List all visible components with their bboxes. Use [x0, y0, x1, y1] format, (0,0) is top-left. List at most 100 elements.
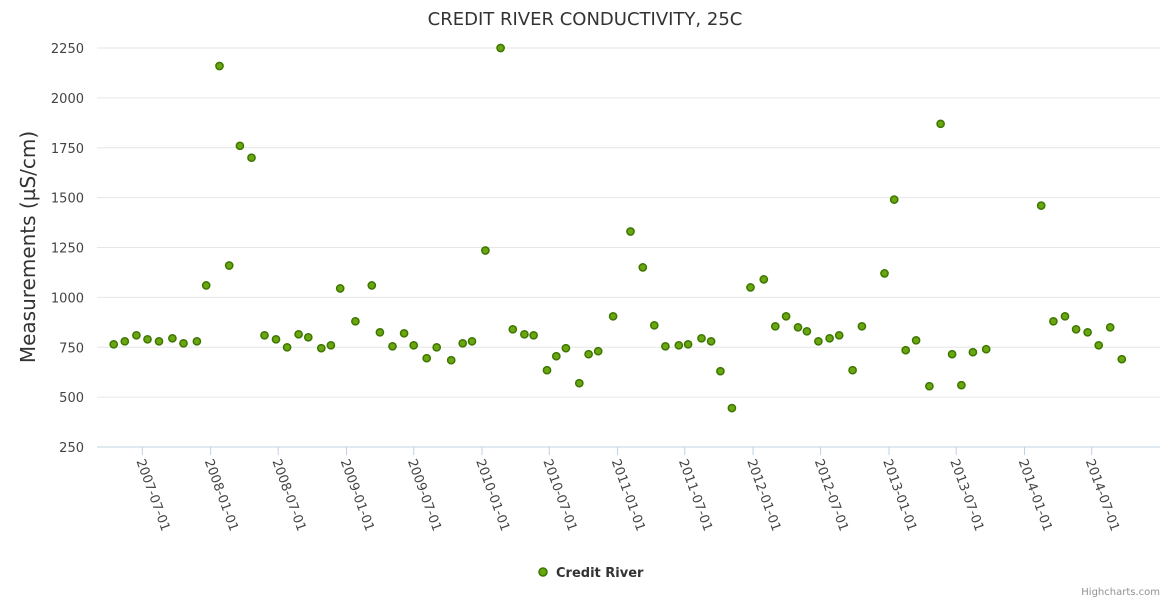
- data-point[interactable]: [968, 347, 978, 357]
- data-point[interactable]: [759, 275, 769, 284]
- legend[interactable]: Credit River: [538, 566, 644, 581]
- data-point[interactable]: [889, 195, 899, 204]
- series-credit-river[interactable]: [109, 43, 1127, 413]
- data-point[interactable]: [542, 365, 552, 375]
- legend-item-credit-river[interactable]: Credit River: [556, 566, 644, 581]
- data-point[interactable]: [716, 366, 725, 376]
- data-point[interactable]: [1094, 340, 1104, 350]
- data-point[interactable]: [981, 344, 991, 354]
- y-tick-label: 2000: [51, 92, 84, 107]
- y-tick-label: 2250: [51, 42, 84, 57]
- y-tick-label: 1500: [51, 192, 84, 207]
- data-point[interactable]: [746, 283, 755, 292]
- data-point[interactable]: [649, 320, 659, 330]
- grid-layer: [97, 47, 1160, 398]
- data-point[interactable]: [770, 321, 780, 331]
- data-point[interactable]: [1036, 201, 1046, 210]
- data-point[interactable]: [446, 355, 456, 365]
- data-point[interactable]: [179, 338, 188, 348]
- legend-marker[interactable]: [538, 567, 548, 577]
- data-point[interactable]: [1117, 354, 1127, 364]
- data-point[interactable]: [802, 326, 812, 336]
- data-point[interactable]: [215, 61, 224, 71]
- data-point[interactable]: [584, 349, 593, 359]
- data-point[interactable]: [925, 381, 934, 391]
- y-tick-label: 1000: [51, 291, 84, 306]
- data-point[interactable]: [911, 335, 921, 345]
- data-point[interactable]: [271, 334, 281, 344]
- data-point[interactable]: [593, 346, 603, 356]
- data-point[interactable]: [143, 334, 152, 344]
- data-point[interactable]: [201, 281, 211, 290]
- data-point[interactable]: [1071, 324, 1081, 334]
- data-point[interactable]: [574, 378, 584, 388]
- data-point[interactable]: [467, 336, 477, 346]
- data-point[interactable]: [192, 336, 202, 346]
- data-point[interactable]: [520, 329, 529, 339]
- data-point[interactable]: [561, 343, 571, 353]
- data-point[interactable]: [1049, 316, 1058, 326]
- data-point[interactable]: [834, 330, 844, 340]
- data-point[interactable]: [880, 269, 889, 278]
- data-point[interactable]: [901, 345, 911, 355]
- data-point[interactable]: [781, 311, 791, 321]
- data-point[interactable]: [697, 333, 706, 343]
- data-point[interactable]: [282, 342, 292, 352]
- data-point[interactable]: [399, 328, 409, 338]
- data-point[interactable]: [409, 340, 419, 350]
- data-point[interactable]: [706, 336, 716, 346]
- data-point[interactable]: [957, 380, 966, 390]
- data-point[interactable]: [367, 281, 377, 290]
- data-point[interactable]: [422, 353, 432, 363]
- data-point[interactable]: [793, 322, 803, 332]
- data-point[interactable]: [303, 332, 313, 342]
- data-point[interactable]: [508, 324, 518, 334]
- data-point[interactable]: [132, 330, 141, 340]
- data-point[interactable]: [247, 153, 256, 163]
- data-point[interactable]: [154, 336, 164, 346]
- data-point[interactable]: [458, 338, 468, 348]
- data-point[interactable]: [626, 227, 635, 236]
- y-tick-label: 250: [59, 441, 84, 456]
- data-point[interactable]: [109, 339, 119, 349]
- data-point[interactable]: [375, 327, 385, 337]
- data-point[interactable]: [496, 43, 505, 53]
- data-point[interactable]: [674, 340, 684, 350]
- data-point[interactable]: [260, 330, 269, 340]
- data-point[interactable]: [608, 311, 618, 321]
- data-point[interactable]: [857, 321, 867, 331]
- y-tick-label: 500: [59, 391, 84, 406]
- data-point[interactable]: [1083, 327, 1092, 337]
- data-point[interactable]: [120, 336, 130, 346]
- data-point[interactable]: [351, 316, 360, 326]
- y-tick-label: 750: [59, 341, 84, 356]
- data-point[interactable]: [814, 336, 823, 346]
- y-tick-label: 1750: [51, 142, 84, 157]
- data-point[interactable]: [481, 246, 490, 255]
- data-point[interactable]: [683, 339, 693, 349]
- data-point[interactable]: [326, 340, 336, 350]
- data-point[interactable]: [947, 349, 957, 359]
- data-point[interactable]: [727, 403, 737, 413]
- data-point[interactable]: [638, 263, 648, 272]
- data-point[interactable]: [168, 333, 177, 343]
- data-point[interactable]: [432, 342, 442, 352]
- data-point[interactable]: [551, 351, 561, 361]
- data-point[interactable]: [848, 365, 857, 375]
- data-point[interactable]: [661, 341, 670, 351]
- data-point[interactable]: [316, 343, 326, 353]
- data-point[interactable]: [388, 341, 397, 351]
- credits-link[interactable]: Highcharts.com: [1081, 587, 1160, 598]
- data-point[interactable]: [1105, 322, 1115, 332]
- data-point[interactable]: [235, 141, 245, 151]
- data-point[interactable]: [335, 284, 345, 293]
- data-point[interactable]: [825, 333, 834, 343]
- data-point[interactable]: [224, 261, 234, 270]
- data-point[interactable]: [529, 330, 538, 340]
- data-point[interactable]: [1060, 311, 1070, 321]
- y-axis-ticks: 250 500 750 1000 1250 1500 1750 2000 2250: [51, 42, 84, 456]
- data-point[interactable]: [294, 329, 303, 339]
- data-point[interactable]: [936, 119, 945, 129]
